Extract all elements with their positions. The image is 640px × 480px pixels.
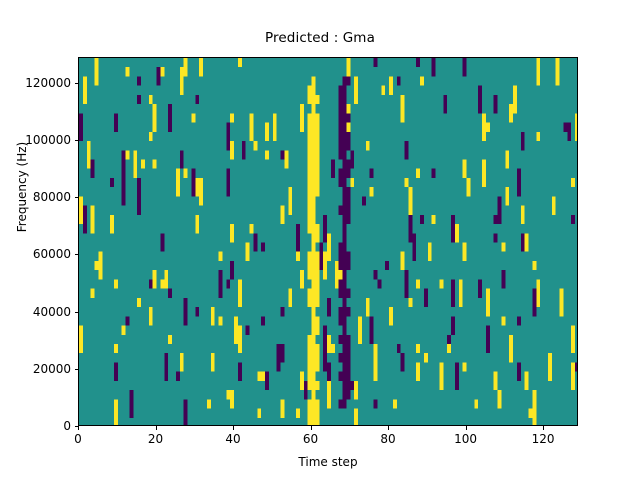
y-tick-label: 60000 [32, 247, 71, 262]
x-tick-label: 100 [454, 432, 478, 446]
chart-title: Predicted : Gma [265, 30, 375, 46]
y-tick-mark [74, 426, 78, 427]
y-tick-mark [74, 82, 78, 84]
y-axis-label: Frequency (Hz) [15, 141, 29, 233]
x-tick-label: 60 [302, 432, 319, 446]
x-axis-label: Time step [298, 455, 358, 469]
x-tick-label: 0 [74, 432, 82, 446]
y-tick-label: 20000 [32, 361, 71, 376]
x-tick-label: 20 [147, 432, 164, 446]
y-tick-label: 120000 [25, 75, 71, 90]
y-tick-label: 80000 [32, 190, 71, 205]
y-tick-label: 40000 [32, 304, 71, 319]
y-tick-mark [74, 139, 78, 141]
x-tick-mark [388, 426, 390, 430]
x-tick-mark [155, 426, 157, 430]
x-tick-mark [78, 426, 79, 430]
y-tick-mark [74, 311, 78, 313]
y-tick-mark [74, 254, 78, 256]
y-tick-mark [74, 368, 78, 370]
x-tick-label: 120 [531, 432, 555, 446]
x-tick-mark [465, 426, 467, 430]
heatmap-axes [78, 57, 578, 426]
x-tick-mark [233, 426, 235, 430]
y-tick-label: 0 [63, 419, 71, 433]
x-tick-label: 40 [225, 432, 241, 446]
x-tick-label: 80 [380, 432, 396, 446]
x-tick-mark [310, 426, 312, 430]
y-tick-label: 100000 [25, 132, 71, 147]
y-tick-mark [74, 197, 78, 199]
x-tick-mark [543, 426, 545, 430]
heatmap-image [79, 58, 577, 425]
